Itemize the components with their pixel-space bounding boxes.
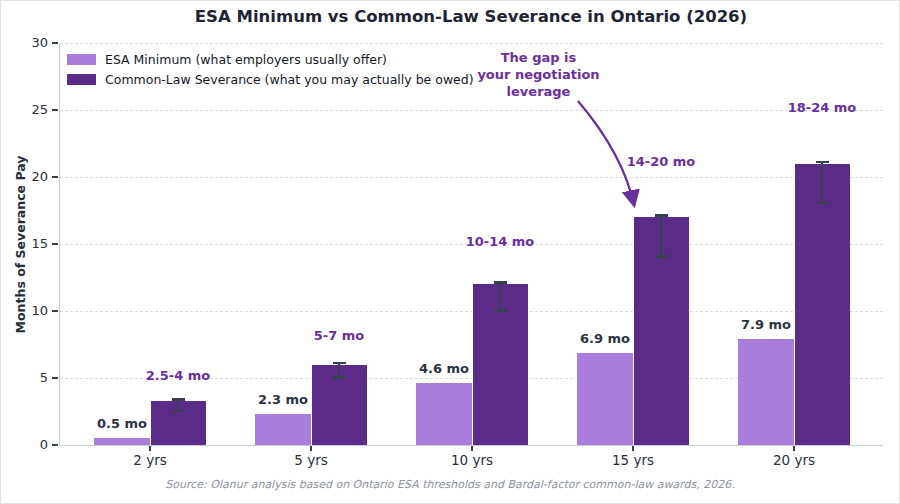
bar-esa-5-yrs — [255, 414, 311, 445]
error-bar-line — [660, 214, 663, 257]
gridline — [60, 177, 883, 178]
x-tick-label: 2 yrs — [105, 452, 195, 468]
x-tick-label: 10 yrs — [427, 452, 517, 468]
y-tick-label: 15 — [14, 236, 48, 251]
legend-item-common-law: Common-Law Severance (what you may actua… — [67, 69, 474, 89]
legend: ESA Minimum (what employers usually offe… — [67, 49, 474, 89]
bar-value-label-common-law: 14-20 mo — [613, 154, 709, 169]
error-bar-cap-bottom — [816, 202, 829, 205]
bar-esa-2-yrs — [94, 438, 150, 445]
y-tick-label: 0 — [14, 437, 48, 452]
error-bar-cap-top — [333, 362, 346, 365]
error-bar-cap-top — [494, 281, 507, 284]
x-tick-label: 15 yrs — [588, 452, 678, 468]
legend-item-esa: ESA Minimum (what employers usually offe… — [67, 49, 474, 69]
bar-esa-10-yrs — [416, 383, 472, 445]
annotation-line-3: leverage — [456, 83, 621, 100]
x-tick-mark — [471, 446, 472, 451]
error-bar-line — [499, 281, 502, 311]
bar-value-label-common-law: 10-14 mo — [452, 234, 548, 249]
legend-swatch-common-law — [67, 74, 96, 85]
annotation-gap-leverage: The gap is your negotiation leverage — [456, 49, 621, 100]
y-tick-label: 25 — [14, 102, 48, 117]
y-tick-label: 20 — [14, 169, 48, 184]
y-tick-mark — [52, 444, 58, 445]
x-tick-mark — [310, 446, 311, 451]
y-tick-mark — [52, 42, 58, 43]
error-bar-cap-top — [172, 398, 185, 401]
error-bar-cap-top — [655, 214, 668, 217]
x-tick-label: 20 yrs — [749, 452, 839, 468]
source-caption: Source: Olanur analysis based on Ontario… — [1, 478, 899, 491]
bar-common-law-20-yrs — [794, 164, 850, 445]
x-tick-mark — [632, 446, 633, 451]
legend-swatch-esa — [67, 54, 96, 65]
bar-esa-15-yrs — [577, 353, 633, 445]
error-bar-cap-bottom — [172, 410, 185, 413]
x-tick-label: 5 yrs — [266, 452, 356, 468]
y-tick-label: 10 — [14, 303, 48, 318]
gridline — [60, 43, 883, 44]
y-axis-spine — [59, 43, 60, 445]
severance-chart: ESA Minimum vs Common-Law Severance in O… — [0, 0, 900, 504]
bar-esa-20-yrs — [738, 339, 794, 445]
error-bar-cap-bottom — [494, 309, 507, 312]
annotation-line-2: your negotiation — [456, 66, 621, 83]
y-tick-mark — [52, 377, 58, 378]
x-tick-mark — [149, 446, 150, 451]
bar-value-label-common-law: 2.5-4 mo — [130, 368, 226, 383]
error-bar-cap-bottom — [333, 376, 346, 379]
legend-label-esa: ESA Minimum (what employers usually offe… — [105, 52, 387, 67]
gridline — [60, 110, 883, 111]
legend-label-common-law: Common-Law Severance (what you may actua… — [105, 72, 474, 87]
error-bar-cap-top — [816, 161, 829, 164]
y-tick-label: 30 — [14, 35, 48, 50]
annotation-line-1: The gap is — [456, 49, 621, 66]
y-tick-mark — [52, 109, 58, 110]
y-tick-mark — [52, 176, 58, 177]
y-tick-label: 5 — [14, 370, 48, 385]
y-tick-mark — [52, 310, 58, 311]
error-bar-line — [821, 161, 824, 204]
error-bar-cap-bottom — [655, 255, 668, 258]
x-tick-mark — [793, 446, 794, 451]
bar-value-label-common-law: 5-7 mo — [291, 328, 387, 343]
y-tick-mark — [52, 243, 58, 244]
bar-value-label-common-law: 18-24 mo — [774, 100, 870, 115]
